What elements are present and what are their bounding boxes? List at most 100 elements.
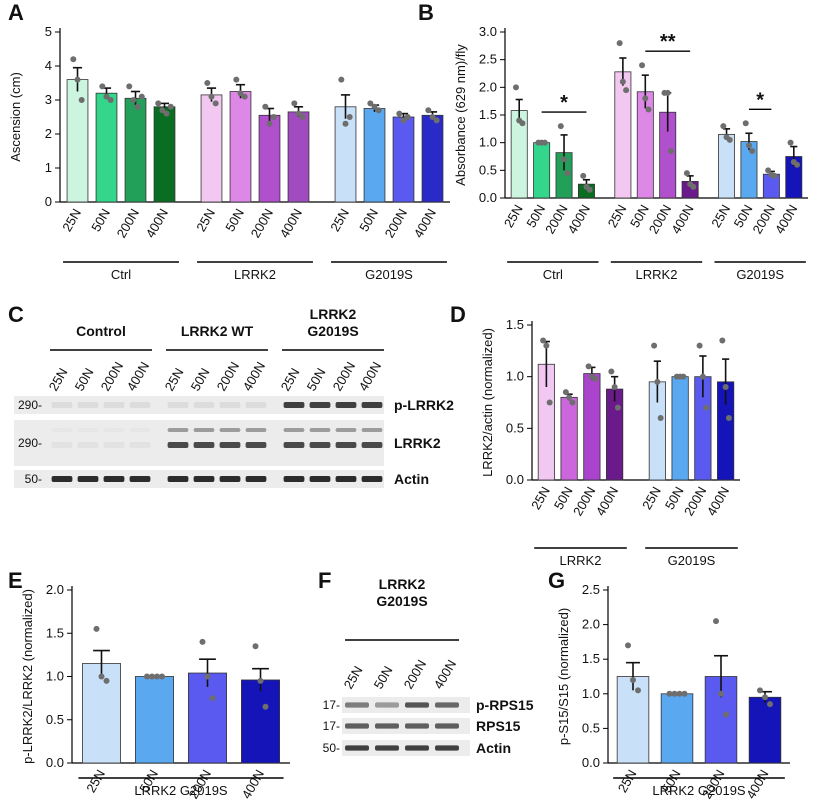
group-header: LRRK2: [379, 576, 426, 592]
data-point: [209, 695, 216, 702]
row-label: RPS15: [476, 718, 521, 734]
blot-band: [435, 702, 459, 708]
data-point: [654, 378, 661, 385]
y-tick-label: 2.0: [582, 617, 600, 632]
data-point: [204, 673, 211, 680]
lane-label: 25N: [46, 365, 71, 393]
data-point: [338, 76, 345, 83]
data-point: [719, 337, 726, 344]
data-point: [299, 114, 306, 120]
bar: [188, 672, 227, 764]
data-point: [367, 100, 374, 107]
data-point: [671, 690, 678, 697]
data-point: [540, 337, 547, 344]
data-point: [400, 117, 407, 124]
y-tick-label: 1.0: [506, 369, 524, 384]
data-point: [561, 156, 568, 163]
blot-band: [167, 476, 189, 482]
lane-label: 400N: [240, 359, 269, 393]
data-point: [98, 673, 105, 680]
data-point: [592, 375, 599, 382]
data-point: [144, 673, 150, 680]
y-tick-label: 2.0: [46, 582, 64, 597]
blot-band: [78, 428, 99, 432]
data-point: [666, 690, 673, 697]
blot-band: [130, 428, 151, 432]
row-label: p-RPS15: [476, 697, 534, 713]
data-point: [99, 83, 106, 90]
data-point: [681, 690, 688, 697]
data-point: [630, 676, 636, 683]
y-tick-label: 2.5: [582, 582, 600, 597]
bar: [421, 114, 444, 203]
significance-label: *: [560, 92, 568, 114]
y-tick-label: 0.0: [506, 472, 524, 487]
data-point: [126, 83, 133, 90]
marker-label: 290-: [18, 398, 42, 412]
bar: [606, 388, 624, 481]
blot-band: [345, 702, 369, 708]
bar: [229, 91, 252, 203]
group-label: LRRK2: [560, 553, 602, 568]
x-tick-label: 25N: [528, 484, 553, 512]
data-point: [204, 80, 211, 86]
data-point: [562, 389, 569, 396]
panel-letter: E: [8, 568, 23, 593]
group-label: Ctrl: [543, 267, 563, 282]
blot-band: [375, 702, 399, 708]
data-point: [404, 114, 411, 120]
lane-label: 200N: [330, 359, 359, 393]
data-point: [433, 117, 440, 124]
bar: [671, 376, 689, 481]
data-point: [262, 103, 269, 110]
blot-band: [375, 745, 399, 751]
x-tick-label: 200N: [114, 206, 143, 240]
y-tick-label: 1.5: [46, 625, 64, 640]
group-label: G2019S: [365, 267, 413, 282]
data-point: [543, 342, 550, 349]
data-point: [130, 97, 137, 103]
group-header: LRRK2: [310, 306, 357, 322]
panel-letter: B: [418, 0, 434, 25]
data-point: [699, 373, 706, 380]
row-label: LRRK2: [394, 435, 441, 451]
blot-band: [245, 476, 267, 482]
x-tick-label: 400N: [743, 767, 772, 801]
data-point: [726, 136, 733, 143]
data-point: [375, 107, 382, 114]
blot-band: [361, 428, 383, 432]
bar: [66, 79, 89, 203]
data-point: [690, 183, 697, 190]
data-point: [103, 677, 110, 684]
blot-band: [77, 476, 99, 482]
y-tick-label: 2.0: [479, 79, 497, 94]
x-tick-label: 200N: [749, 202, 778, 236]
lane-label: 400N: [431, 657, 460, 691]
x-tick-label: 25N: [501, 202, 526, 230]
blot-band: [219, 428, 241, 432]
blot-band: [335, 428, 357, 432]
x-tick-label: 25N: [605, 202, 630, 230]
marker-label: 17-: [323, 698, 340, 712]
y-tick-label: 0.0: [46, 755, 64, 770]
bar: [95, 92, 118, 203]
blot-band: [167, 402, 189, 408]
bar: [616, 676, 650, 764]
data-point: [725, 415, 732, 421]
blot-band: [167, 442, 189, 448]
blot-band: [245, 442, 267, 448]
data-point: [765, 167, 772, 174]
x-tick-label: 400N: [593, 484, 622, 518]
data-point: [266, 120, 273, 127]
data-point: [103, 93, 110, 100]
blot-band: [51, 442, 73, 448]
data-point: [619, 78, 626, 85]
panel-letter: A: [8, 0, 24, 25]
group-label: LRRK2: [636, 267, 678, 282]
y-tick-label: 2: [45, 126, 52, 141]
data-point: [149, 673, 155, 680]
data-point: [212, 100, 219, 107]
y-tick-label: 5: [45, 24, 52, 39]
data-point: [696, 342, 703, 349]
x-tick-label: 400N: [565, 202, 594, 236]
